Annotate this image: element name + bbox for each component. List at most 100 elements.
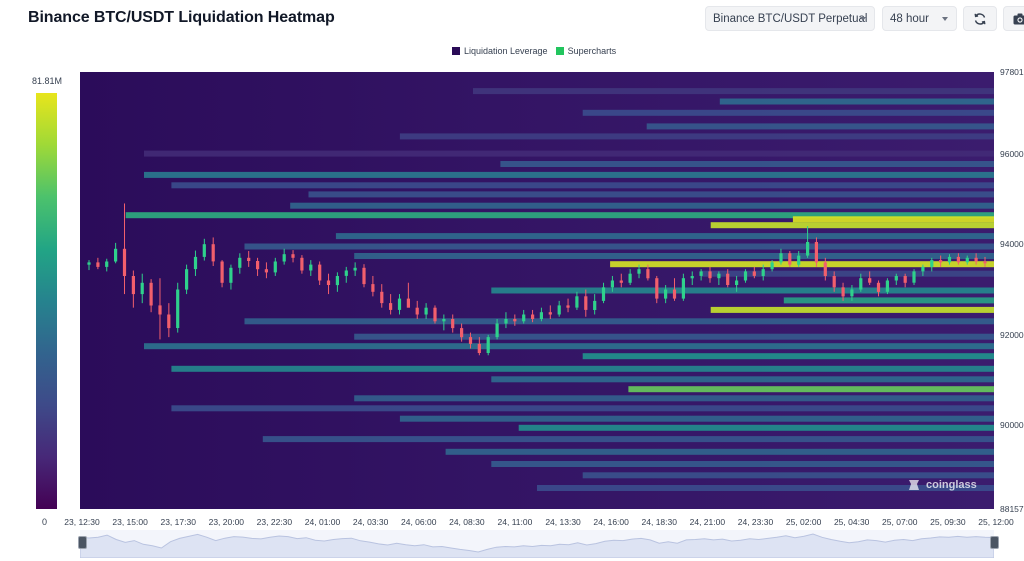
candle <box>158 278 162 340</box>
x-tick-label: 24, 21:00 <box>689 517 726 527</box>
candle-body <box>593 300 597 310</box>
x-tick-label: 23, 12:30 <box>64 517 100 527</box>
x-tick-label: 24, 06:00 <box>401 517 437 527</box>
liquidation-band <box>290 202 994 209</box>
candle <box>380 284 384 308</box>
candle <box>460 323 464 342</box>
candle-body <box>841 287 845 297</box>
candle <box>114 242 118 264</box>
candle-body <box>264 269 268 273</box>
navigator-right-handle[interactable] <box>990 536 999 549</box>
candle-body <box>158 305 162 315</box>
candle <box>584 289 588 317</box>
refresh-button[interactable] <box>963 6 997 31</box>
candle <box>947 254 952 265</box>
candle <box>885 278 889 295</box>
candle-body <box>531 314 535 319</box>
screenshot-button[interactable] <box>1003 6 1024 31</box>
candle <box>726 269 730 288</box>
symbol-select-value: Binance BTC/USDT Perpetual <box>713 12 868 25</box>
legend-item-liquidation-leverage[interactable]: Liquidation Leverage <box>452 46 548 56</box>
candle-body <box>406 298 410 308</box>
candle-body <box>557 305 561 315</box>
candle-body <box>779 253 783 263</box>
candle-body <box>681 278 685 299</box>
candle <box>176 282 180 333</box>
candle-body <box>522 314 526 322</box>
candle <box>859 273 863 292</box>
y-tick-label: 94000 <box>1000 239 1024 250</box>
candle <box>326 273 331 295</box>
refresh-icon <box>974 12 986 25</box>
liquidation-band <box>262 436 994 443</box>
candle-body <box>814 242 818 263</box>
symbol-select[interactable]: Binance BTC/USDT Perpetual <box>705 6 875 31</box>
candle <box>424 303 428 320</box>
candle <box>912 269 916 286</box>
candle <box>575 291 579 310</box>
candle <box>797 251 801 267</box>
candle-body <box>353 267 357 271</box>
candle-body <box>743 271 748 281</box>
navigator-series <box>79 533 995 559</box>
candle-body <box>477 343 481 353</box>
candle-body <box>468 337 473 344</box>
candle-body <box>256 261 260 270</box>
candle <box>876 280 881 297</box>
liquidation-band <box>628 386 994 393</box>
heatmap-svg <box>80 72 994 509</box>
camera-icon <box>1013 13 1024 24</box>
candle <box>468 332 473 349</box>
liquidation-band <box>354 395 994 402</box>
candle <box>628 269 632 286</box>
candle <box>743 269 748 283</box>
candle-body <box>389 303 393 310</box>
liquidation-band <box>783 297 994 304</box>
candle-body <box>912 271 916 283</box>
candle <box>122 203 127 295</box>
candle-body <box>96 262 100 267</box>
x-tick-label: 25, 12:00 <box>978 517 1014 527</box>
candle <box>264 262 268 279</box>
candle <box>779 248 783 265</box>
candle <box>708 266 712 283</box>
legend-item-supercharts[interactable]: Supercharts <box>555 46 616 56</box>
candle <box>318 261 322 286</box>
candle-body <box>708 271 712 279</box>
candle-body <box>513 319 517 322</box>
candle <box>610 275 614 292</box>
candle-body <box>185 269 189 290</box>
x-tick-label: 24, 18:30 <box>641 517 677 527</box>
x-tick-label: 25, 09:30 <box>930 517 966 527</box>
candle-body <box>930 260 934 267</box>
liquidation-band <box>399 133 994 140</box>
candle <box>397 294 402 315</box>
candle-body <box>140 282 144 295</box>
liquidation-band <box>710 306 994 313</box>
candle <box>868 271 872 286</box>
candle <box>806 226 810 258</box>
range-select[interactable]: 48 hour <box>882 6 957 31</box>
candle-body <box>335 276 339 286</box>
candle-body <box>220 261 224 283</box>
candle <box>442 314 446 331</box>
candle-body <box>380 291 384 304</box>
candle <box>761 264 765 281</box>
candle <box>220 260 224 288</box>
candle-body <box>309 264 313 271</box>
x-tick-label: 23, 22:30 <box>256 517 293 527</box>
coinglass-watermark: coinglass <box>906 477 977 493</box>
candle <box>894 273 898 286</box>
liquidation-band <box>144 150 994 157</box>
candle <box>211 237 215 266</box>
candle <box>903 273 907 288</box>
x-tick-label: 25, 07:00 <box>882 517 918 527</box>
candle-body <box>415 307 419 315</box>
chevron-down-icon <box>942 17 948 21</box>
time-navigator[interactable] <box>79 530 995 559</box>
liquidation-band <box>144 343 994 350</box>
heatmap-plot-area[interactable] <box>80 72 994 509</box>
legend-swatch <box>452 47 460 55</box>
navigator-left-handle[interactable] <box>78 536 87 549</box>
liquidation-band <box>491 287 994 294</box>
